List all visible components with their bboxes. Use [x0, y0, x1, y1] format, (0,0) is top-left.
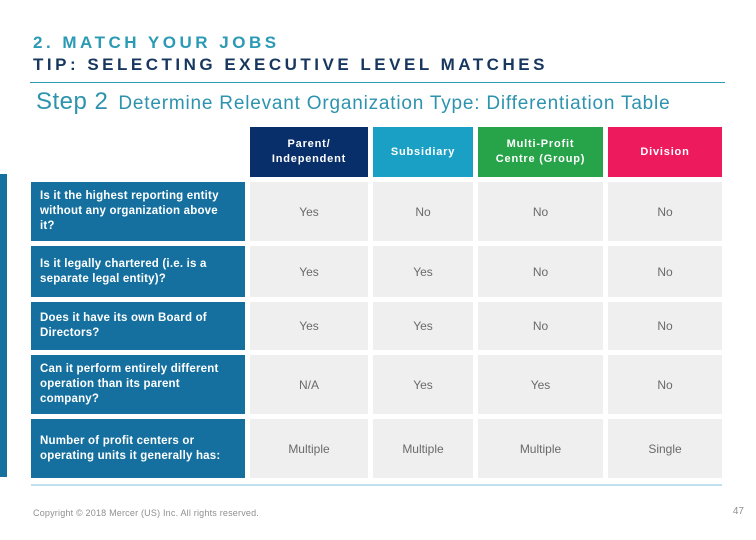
copyright-notice: Copyright © 2018 Mercer (US) Inc. All ri…	[33, 508, 260, 518]
slide-header: 2. MATCH YOUR JOBS TIP: SELECTING EXECUT…	[33, 33, 756, 76]
table-cell: Single	[608, 419, 722, 478]
table-cell: Yes	[250, 182, 368, 241]
table-cell: No	[608, 302, 722, 350]
question-row-different-operation: Can it perform entirely different operat…	[31, 355, 245, 414]
table-cell: Yes	[373, 246, 473, 297]
table-cell: No	[478, 182, 603, 241]
table-cell: Yes	[373, 355, 473, 414]
table-cell: Yes	[250, 302, 368, 350]
step-description: Determine Relevant Organization Type: Di…	[118, 93, 671, 114]
table-bottom-rule	[31, 484, 722, 486]
table-cell: N/A	[250, 355, 368, 414]
table-cell: Multiple	[373, 419, 473, 478]
column-header-subsidiary: Subsidiary	[373, 127, 473, 177]
table-cell: Yes	[250, 246, 368, 297]
table-cell: Multiple	[250, 419, 368, 478]
column-header-parent-independent: Parent/ Independent	[250, 127, 368, 177]
column-header-division: Division	[608, 127, 722, 177]
organization-type-table: Parent/ Independent Subsidiary Multi-Pro…	[31, 127, 722, 478]
title-underline	[30, 82, 725, 83]
page-number: 47	[732, 506, 744, 517]
table-cell: No	[478, 302, 603, 350]
slide-title-tip: TIP: SELECTING EXECUTIVE LEVEL MATCHES	[33, 55, 548, 75]
table-cell: No	[373, 182, 473, 241]
column-header-multi-profit-centre: Multi-Profit Centre (Group)	[478, 127, 603, 177]
table-cell: No	[608, 246, 722, 297]
question-row-highest-reporting-entity: Is it the highest reporting entity witho…	[31, 182, 245, 241]
table-cell: Yes	[373, 302, 473, 350]
question-row-board-of-directors: Does it have its own Board of Directors?	[31, 302, 245, 350]
table-cell: No	[478, 246, 603, 297]
slide-title-section: 2. MATCH YOUR JOBS	[33, 33, 280, 52]
question-row-legally-chartered: Is it legally chartered (i.e. is a separ…	[31, 246, 245, 297]
table-cell: Multiple	[478, 419, 603, 478]
table-cell: No	[608, 182, 722, 241]
question-row-profit-centers-count: Number of profit centers or operating un…	[31, 419, 245, 478]
left-accent-bar	[0, 174, 7, 477]
table-cell: Yes	[478, 355, 603, 414]
step-number-label: Step 2	[36, 88, 109, 115]
table-corner-spacer	[31, 127, 245, 177]
table-cell: No	[608, 355, 722, 414]
step-subtitle: Step 2 Determine Relevant Organization T…	[36, 88, 670, 116]
